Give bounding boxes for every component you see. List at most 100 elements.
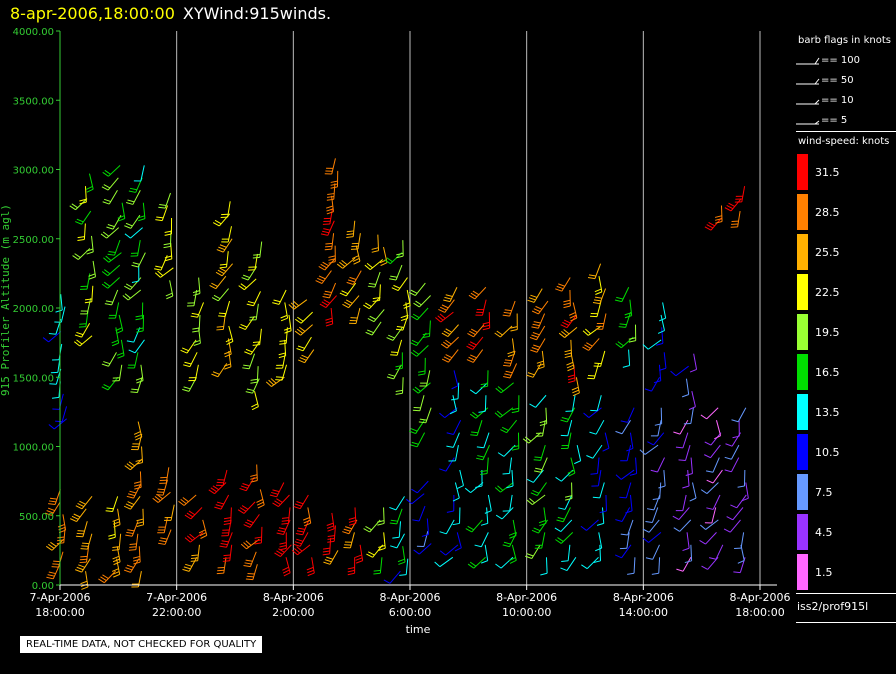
barb-flag [108,250,116,253]
barb-flag [280,314,288,319]
barb-flag [389,278,397,281]
barb-flag [503,311,511,314]
wind-barb [468,286,487,300]
barb-flag [451,398,459,401]
barb-flag [538,519,546,524]
wind-barb [164,504,175,521]
barb-flag [131,264,139,268]
wind-barb [339,282,357,297]
wind-barb [564,482,573,501]
barb-flag [278,355,286,359]
barb-flag [470,328,478,333]
y-tick-label: 0.00 [32,581,54,592]
barb-flag [390,351,399,353]
barb-staff [484,544,489,561]
barb-staff [711,507,717,524]
barb-flag [596,522,604,526]
barb-flag [281,522,289,525]
wind-barb [395,352,403,371]
barb-flag [593,299,602,302]
barb-staff [140,165,145,182]
wind-barb [123,558,140,573]
wind-barb [446,432,460,448]
barb-flag [685,473,693,477]
barb-flag [383,579,391,584]
wind-barb [85,173,94,193]
barb-flag [465,528,473,533]
barb-flag [537,363,545,367]
barb-flag [384,259,391,265]
barb-flag [563,299,571,303]
wind-barb [101,352,117,367]
wind-barb [620,445,632,462]
grid-lines [176,31,761,585]
barb-flag [191,554,199,557]
wind-barb [502,494,513,512]
wind-barb [70,508,87,523]
x-tick-date: 8-Apr-2006 [379,591,440,604]
barb-staff [130,227,143,239]
wind-barb [165,280,174,300]
barb-flag [587,277,595,280]
barb-staff [651,376,661,392]
wind-barb [506,470,514,489]
barb-symbol-icon [796,78,820,85]
barb-flag [136,518,144,522]
wind-barb [582,325,602,336]
wind-barb [731,407,747,423]
barb-flag [494,487,501,493]
barb-flag [403,302,410,307]
barb-flag [103,198,111,203]
barb-flag [390,519,398,522]
barb-flag [279,339,287,342]
wind-barb [441,349,459,363]
barb-flag [252,256,260,259]
wind-barb [560,557,577,572]
wind-barb [117,202,126,222]
barb-flag [389,506,397,511]
barb-flag [390,354,398,356]
barb-flag [299,357,307,361]
wind-barb [215,469,228,487]
barb-flag [620,420,628,423]
wind-barb [560,407,576,423]
barb-flag [158,542,166,545]
barb-flag [363,528,370,533]
barb-flag [715,221,723,224]
barb-flag [380,262,388,267]
wind-barb [558,494,573,510]
barb-flag [480,473,488,475]
wind-barb [250,464,258,483]
barb-flag [78,564,85,568]
barb-flag [726,204,734,210]
wind-barb [410,332,427,347]
wind-barb [48,318,62,335]
barb-flag [480,382,488,386]
wind-barb [700,482,719,494]
barb-flag [709,557,717,560]
barb-flag [302,517,310,521]
barb-flag [347,572,355,576]
barb-flag [76,339,83,345]
y-ticks: 0.00500.001000.001500.002000.002500.0030… [13,27,60,592]
barb-flag [403,305,411,309]
barb-flag [296,538,304,542]
wind-barb [278,339,287,359]
barb-flag [183,364,191,368]
barb-flag [651,572,659,575]
barb-flag [377,522,385,526]
barb-flag [339,261,346,267]
barb-flag [527,372,535,376]
barb-staff [682,494,687,511]
barb-flag [284,330,292,334]
barb-flag [52,563,60,565]
barb-flag [111,342,119,347]
barb-flag [324,290,332,294]
barb-flag [72,255,79,260]
wind-barb [594,276,603,295]
wind-barb [475,299,487,316]
wind-barb [500,419,518,434]
barb-staff [595,419,605,435]
barb-flag [588,274,597,277]
barb-staff [626,532,630,549]
